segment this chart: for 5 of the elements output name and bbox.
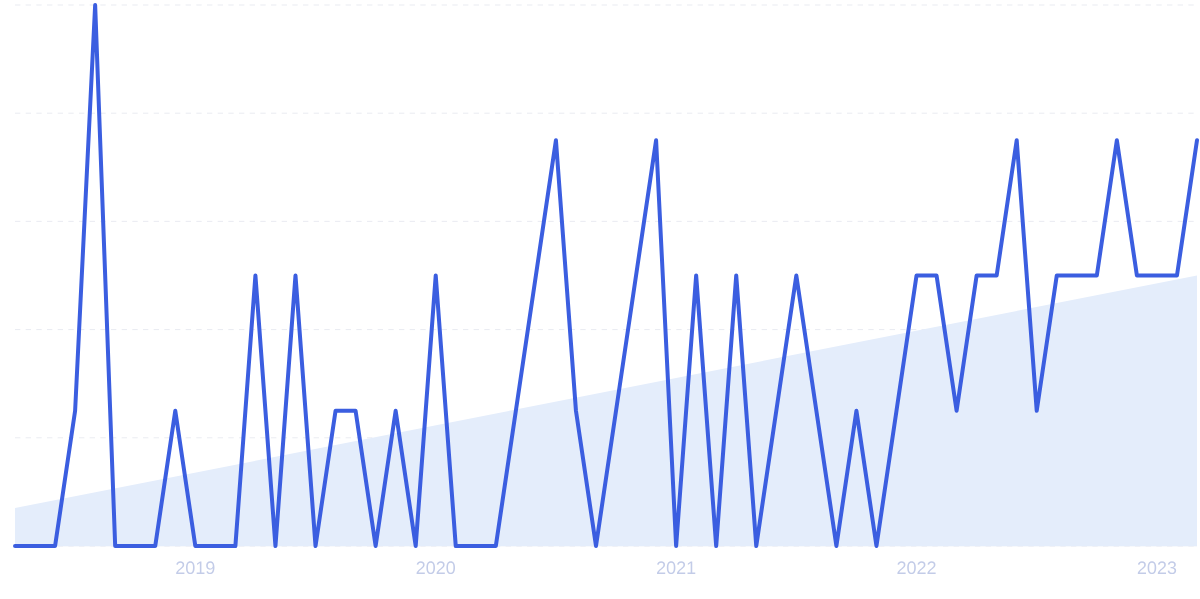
- x-tick-label: 2023: [1137, 561, 1177, 575]
- x-tick-label: 2021: [657, 561, 696, 575]
- x-tick-label: 2019: [176, 561, 215, 575]
- x-tick-label: 2020: [416, 561, 456, 575]
- x-tick-label: 2022: [897, 561, 936, 575]
